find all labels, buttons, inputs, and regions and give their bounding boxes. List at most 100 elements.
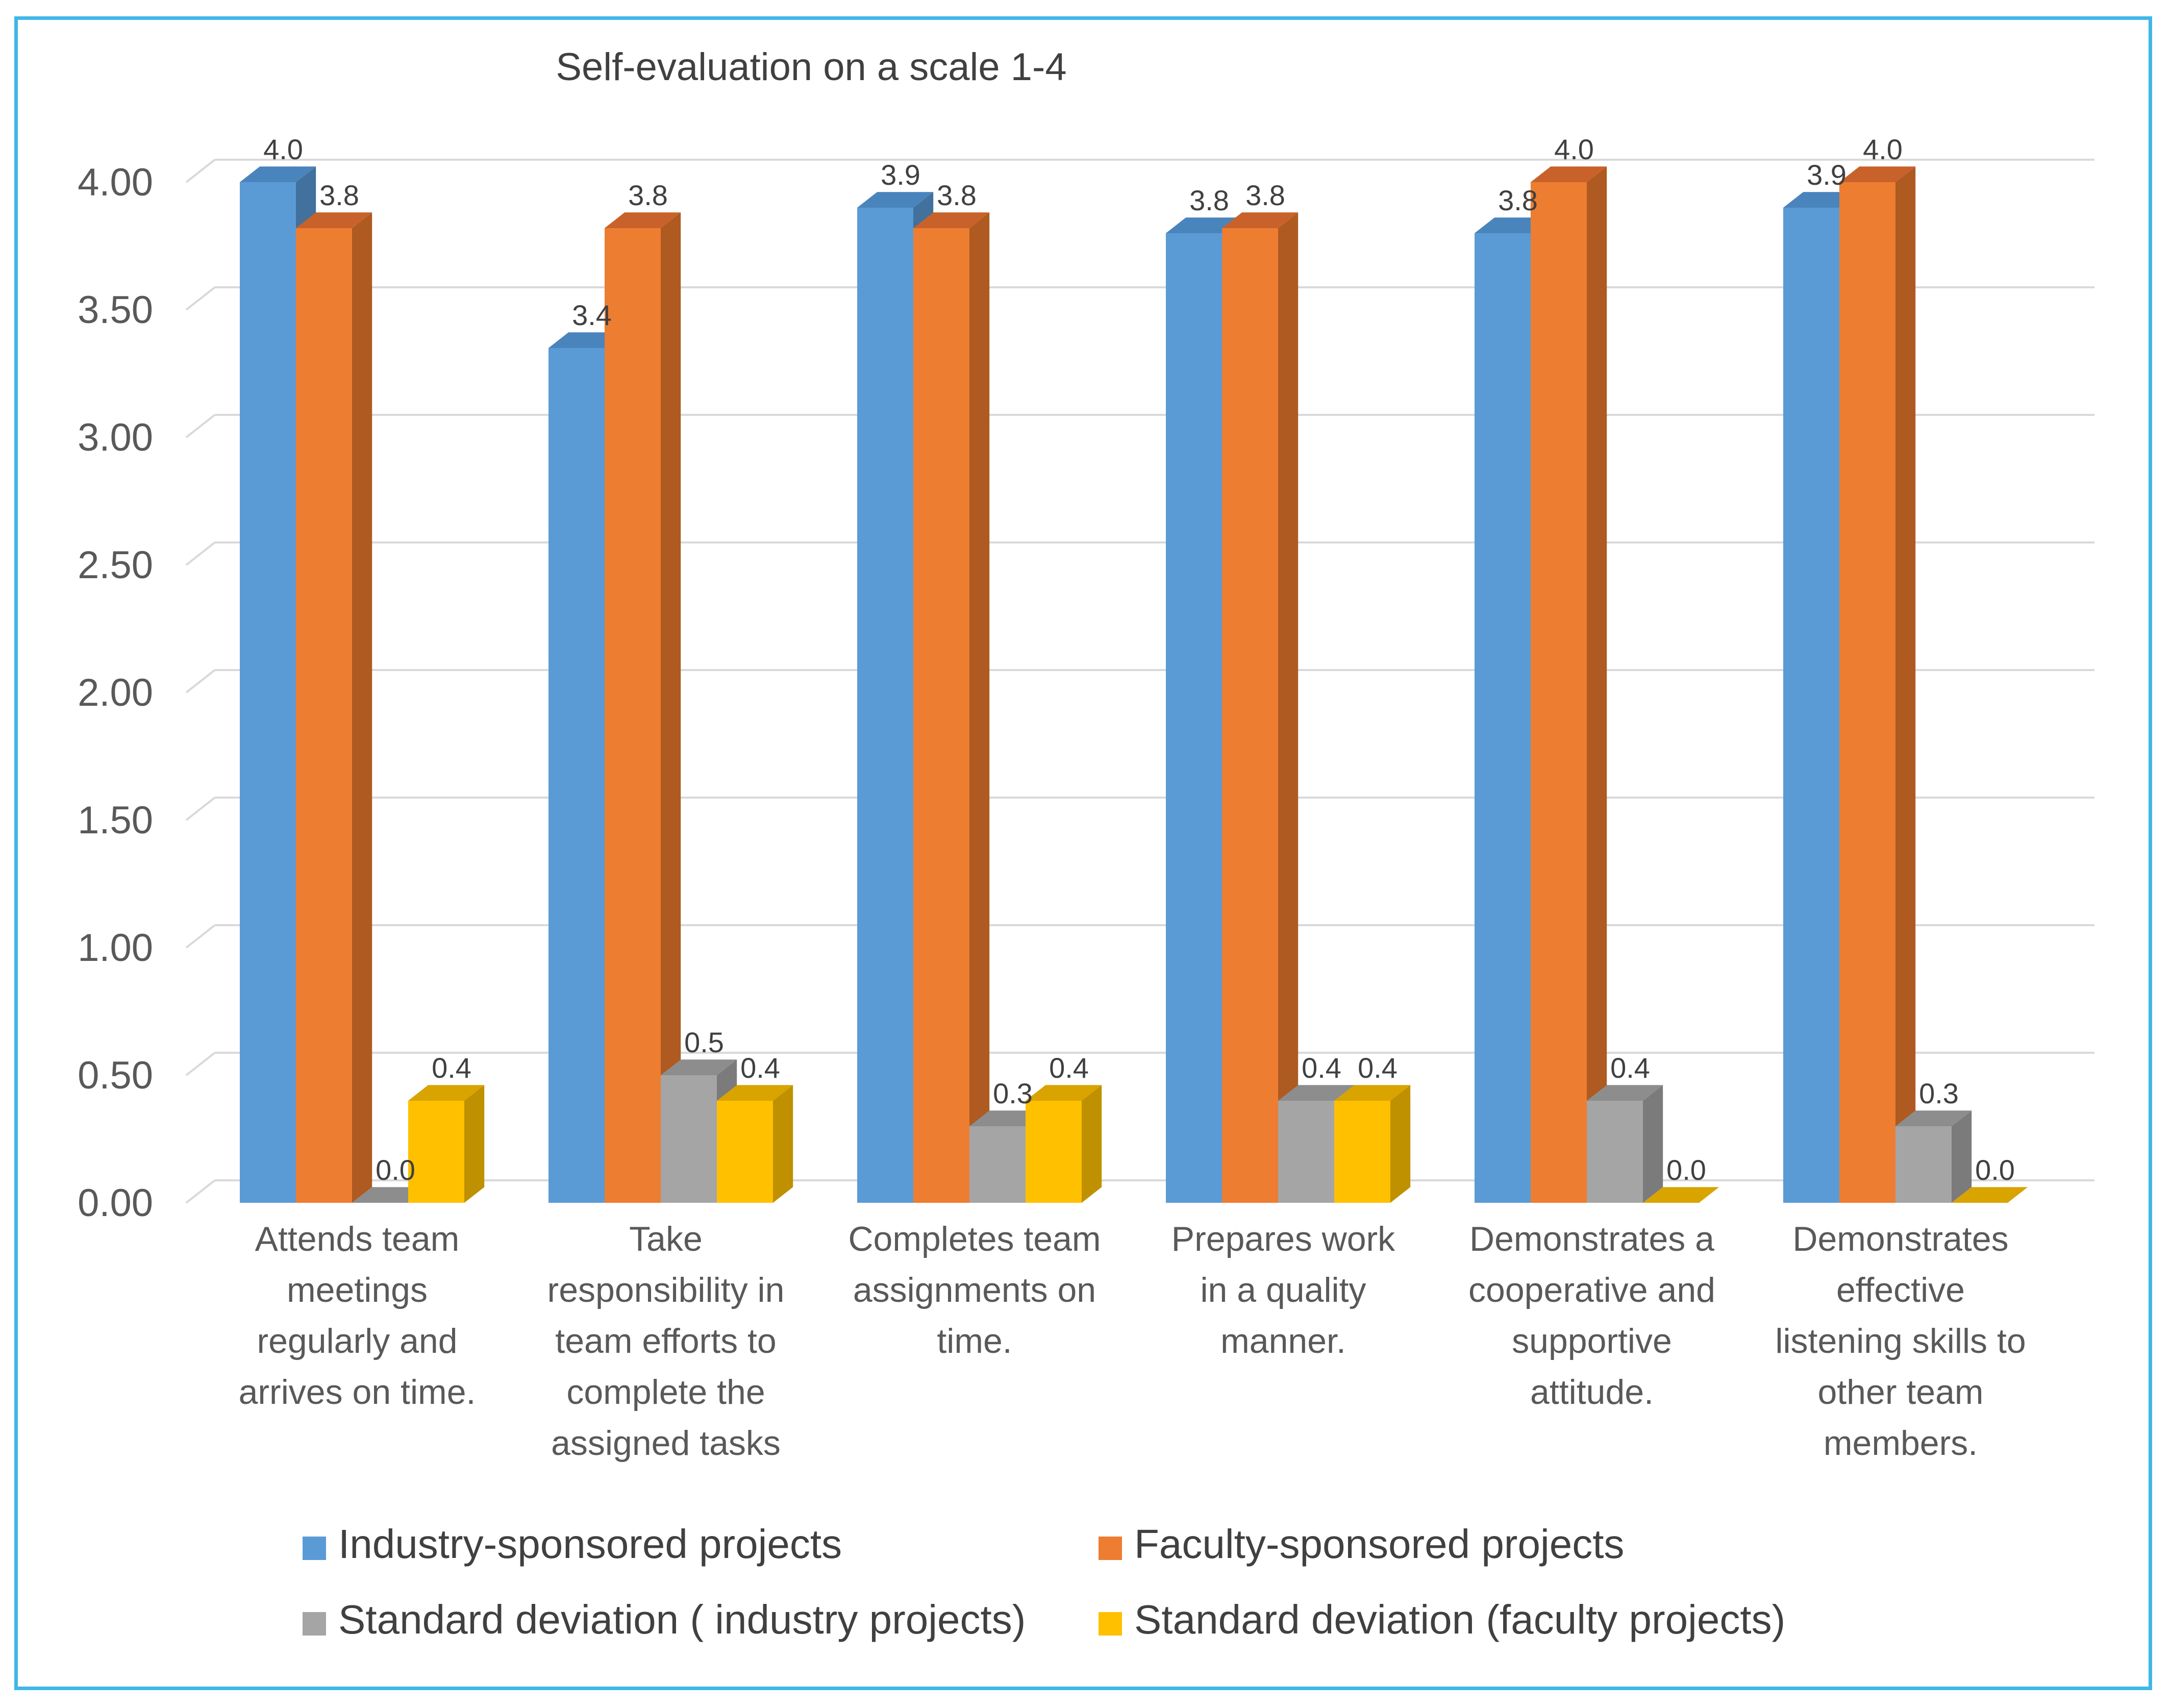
data-label: 0.0 xyxy=(1666,1154,1706,1186)
bar xyxy=(1895,1110,1972,1203)
data-label: 0.4 xyxy=(1358,1052,1398,1084)
x-category-label-line: cooperative and xyxy=(1468,1271,1715,1309)
x-category-label-line: regularly and xyxy=(257,1322,457,1360)
bar-side xyxy=(773,1085,793,1203)
bar-front xyxy=(857,208,913,1203)
x-category-label: Attends team meetings regularly and arrives… xyxy=(239,1220,476,1412)
y-tick-label: 3.50 xyxy=(78,288,153,332)
bar xyxy=(408,1085,485,1203)
bar-side xyxy=(352,212,372,1203)
x-category-label-line: complete the xyxy=(566,1373,765,1412)
legend-swatch xyxy=(1099,1537,1122,1560)
bar-top xyxy=(1895,1110,1972,1126)
bar-front xyxy=(1334,1101,1390,1203)
data-label: 0.0 xyxy=(376,1154,415,1186)
gridline-depth xyxy=(185,541,216,566)
legend-swatch xyxy=(303,1612,326,1636)
data-label: 3.4 xyxy=(572,299,612,331)
bar-front xyxy=(969,1126,1026,1203)
bar-side xyxy=(1278,212,1299,1203)
bars xyxy=(240,166,2028,1203)
x-category-label-line: listening skills to xyxy=(1775,1322,2026,1360)
y-tick-label: 0.50 xyxy=(78,1054,153,1097)
x-category-label-line: meetings xyxy=(287,1271,428,1309)
bar-top xyxy=(240,166,316,182)
bar-side xyxy=(1952,1110,1972,1203)
data-label: 0.4 xyxy=(432,1052,471,1084)
x-category-label-line: arrives on time. xyxy=(239,1373,476,1412)
bar-top xyxy=(1531,166,1607,182)
bar-top xyxy=(605,212,681,228)
bar-front xyxy=(1839,182,1895,1203)
legend-item: Faculty-sponsored projects xyxy=(1099,1521,1624,1567)
bar-side xyxy=(1895,166,1916,1203)
bar-top xyxy=(913,212,990,228)
gridline-depth xyxy=(185,797,216,821)
y-tick-label: 0.00 xyxy=(78,1181,153,1225)
bar-side xyxy=(1082,1085,1102,1203)
bar xyxy=(717,1085,793,1203)
legend-label: Standard deviation ( industry projects) xyxy=(338,1597,1026,1642)
bar-side xyxy=(969,212,990,1203)
legend-item: Standard deviation (faculty projects) xyxy=(1099,1597,1785,1642)
y-axis-tick-labels: 0.00 0.50 1.00 1.50 2.00 2.50 3.00 3.50 4.00 xyxy=(78,161,153,1225)
x-category-label-line: Completes team xyxy=(848,1220,1101,1258)
data-label: 0.4 xyxy=(740,1052,780,1084)
legend: Industry-sponsored projects Faculty-spons… xyxy=(303,1521,1785,1642)
bar-front xyxy=(1783,208,1839,1203)
bar xyxy=(1222,212,1299,1203)
x-category-label-line: in a quality xyxy=(1200,1271,1366,1309)
y-tick-label: 3.00 xyxy=(78,416,153,459)
bar-front xyxy=(296,228,352,1203)
bar xyxy=(1334,1085,1411,1203)
chart-frame: Self-evaluation on a scale 1-4 0.00 0.50 1… xyxy=(14,16,2152,1690)
bar xyxy=(1952,1187,2028,1203)
data-label: 3.8 xyxy=(1498,184,1538,216)
x-category-label-line: effective xyxy=(1836,1271,1965,1309)
data-label: 3.9 xyxy=(881,159,920,191)
x-category-label-line: assignments on xyxy=(853,1271,1096,1309)
x-category-label: Completes team assignments on time. xyxy=(848,1220,1101,1360)
bar-front xyxy=(408,1101,464,1203)
bar-side xyxy=(1390,1085,1411,1203)
bar-top xyxy=(1839,166,1916,182)
bar-side xyxy=(661,212,681,1203)
bar-side xyxy=(1587,166,1607,1203)
data-label: 3.8 xyxy=(628,179,668,211)
legend-label: Industry-sponsored projects xyxy=(338,1521,842,1567)
bar-front xyxy=(240,182,296,1203)
data-label: 0.5 xyxy=(684,1026,724,1058)
gridline-depth xyxy=(185,669,216,694)
data-label: 0.4 xyxy=(1610,1052,1650,1084)
x-category-label: Demonstrates effective listening skills to… xyxy=(1775,1220,2026,1463)
y-tick-label: 1.50 xyxy=(78,799,153,842)
bar-top xyxy=(717,1085,793,1101)
data-label: 3.8 xyxy=(1189,184,1229,216)
x-category-label-line: manner. xyxy=(1220,1322,1346,1360)
data-label: 0.4 xyxy=(1049,1052,1089,1084)
x-category-label: Take responsibility in team efforts to comp… xyxy=(547,1220,785,1463)
x-category-label-line: Take xyxy=(629,1220,703,1258)
data-label: 0.0 xyxy=(1975,1154,2015,1186)
bar-front xyxy=(1531,182,1587,1203)
x-category-label-line: responsibility in xyxy=(547,1271,785,1309)
legend-swatch xyxy=(1099,1612,1122,1636)
bar-front xyxy=(1222,228,1278,1203)
y-tick-label: 2.50 xyxy=(78,543,153,587)
bar-front xyxy=(913,228,969,1203)
bar-top xyxy=(1334,1085,1411,1101)
bar xyxy=(1026,1085,1102,1203)
data-label: 4.0 xyxy=(1863,133,1903,165)
x-category-label: Prepares work in a quality manner. xyxy=(1171,1220,1395,1360)
data-label: 4.0 xyxy=(263,133,303,165)
gridlines xyxy=(185,159,2094,1204)
gridline-depth xyxy=(185,1052,216,1076)
x-category-label-line: assigned tasks xyxy=(551,1424,781,1463)
x-category-label-line: members. xyxy=(1824,1424,1978,1463)
bar-front xyxy=(1475,233,1531,1203)
x-category-label-line: time. xyxy=(937,1322,1012,1360)
x-category-label-line: supportive xyxy=(1512,1322,1672,1360)
data-label: 0.4 xyxy=(1302,1052,1341,1084)
bar-top xyxy=(1643,1187,1719,1203)
bar-top xyxy=(296,212,372,228)
